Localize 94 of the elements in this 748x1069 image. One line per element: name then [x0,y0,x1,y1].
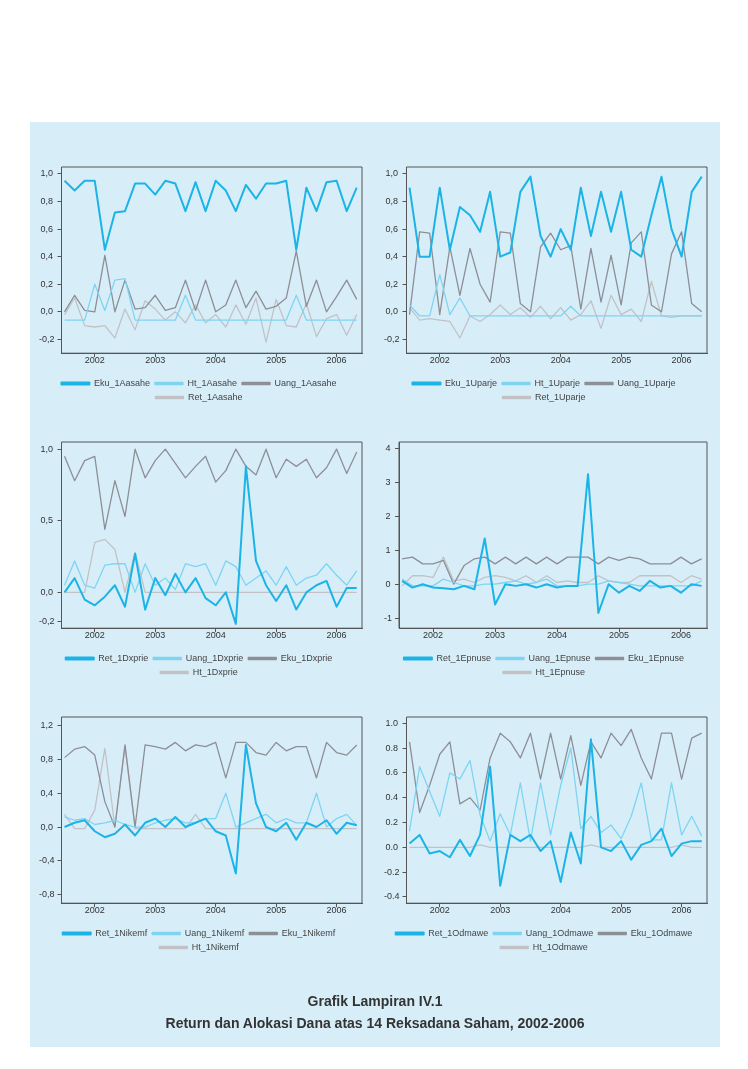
y-tick-label: 1.0 [385,717,399,728]
x-tick-label: 2005 [611,904,632,915]
x-tick-label: 2006 [326,354,347,365]
x-tick-label: 2003 [145,354,166,365]
legend-label: Eku_1Epnuse [628,652,685,663]
y-tick-label: 1 [385,544,391,555]
text: Grafik Lampiran IV.1 [306,992,444,1011]
y-tick-label: 1,2 [40,719,54,730]
y-tick-label: 0 [385,578,391,589]
y-tick-label: 0.8 [385,742,399,753]
legend-label: Uang_1Uparje [617,377,676,388]
legend-label: Ht_1Odmawe [532,941,588,952]
x-tick-label: 2006 [671,904,692,915]
x-tick-label: 2006 [326,904,347,915]
y-tick-label: 0.6 [385,767,399,778]
x-tick-label: 2006 [326,629,347,640]
x-tick-label: 2003 [145,629,166,640]
legend-label: Uang_1Nikemf [184,927,245,938]
x-tick-label: 2004 [205,354,226,365]
y-tick-label: 3 [385,477,391,488]
y-tick-label: 0,4 [385,251,399,262]
y-tick-label: 1,0 [385,168,399,179]
y-tick-label: -0,8 [39,889,55,900]
y-tick-label: -0,2 [39,333,55,344]
legend-label: Ht_1Epnuse [535,666,586,677]
y-tick-label: 0,6 [385,223,399,234]
y-tick-label: -0,2 [384,333,400,344]
y-tick-label: 0,4 [40,251,54,262]
x-tick-label: 2002 [429,904,450,915]
x-tick-label: 2002 [84,354,105,365]
legend-label: Ret_1Aasahe [187,391,243,402]
y-tick-label: 0,0 [40,586,54,597]
x-tick-label: 2003 [490,904,511,915]
y-tick-label: 0.2 [385,817,399,827]
legend-label: Eku_1Dxprie [280,652,333,663]
y-tick-label: -0.4 [384,891,400,902]
legend-label: Ret_1Dxprie [98,652,149,663]
legend-label: Eku_1Nikemf [281,927,336,938]
legend-label: Uang_1Dxprie [185,652,244,663]
x-tick-label: 2002 [423,629,444,640]
y-tick-label: 0,5 [40,515,54,526]
y-tick-label: -0,2 [39,615,55,626]
y-tick-label: 0,8 [40,195,54,206]
y-tick-label: 0,6 [40,223,54,234]
legend-label: Eku_1Uparje [444,377,497,388]
legend-label: Ht_1Nikemf [191,941,240,952]
legend-label: Ret_1Uparje [534,391,586,402]
x-tick-label: 2002 [429,354,450,365]
y-tick-label: 0.4 [385,792,399,803]
x-tick-label: 2004 [550,904,571,915]
x-tick-label: 2004 [550,354,571,365]
x-tick-label: 2005 [266,904,287,915]
legend-label: Uang_1Odmawe [525,927,594,938]
legend-label: Ret_1Epnuse [436,652,491,663]
x-tick-label: 2005 [266,354,287,365]
y-tick-label: 0,0 [40,306,54,317]
x-tick-label: 2005 [608,629,630,640]
y-tick-label: -0,4 [39,855,55,866]
legend-label: Eku_1Odmawe [630,927,693,938]
y-tick-label: 0,8 [385,195,399,206]
x-tick-label: 2004 [205,629,226,640]
x-tick-label: 2005 [266,629,287,640]
x-tick-label: 2003 [485,629,506,640]
y-tick-label: -0.2 [384,866,400,877]
legend-label: Ret_1Odmawe [428,927,489,938]
y-tick-label: 4 [385,443,391,454]
text: Return dan Alokasi Dana atas 14 Reksadana Saham, 2002-2006 [164,1014,586,1033]
legend-label: Ret_1Nikemf [95,927,148,938]
y-tick-label: 0,0 [385,306,399,317]
legend-label: Uang_1Epnuse [528,652,591,663]
y-tick-label: 0,2 [385,278,399,289]
x-tick-label: 2002 [84,629,105,640]
x-tick-label: 2002 [84,904,105,915]
legend-label: Ht_1Aasahe [187,377,238,388]
y-tick-label: 0,4 [40,787,54,798]
y-tick-label: 1,0 [40,443,54,454]
x-tick-label: 2004 [547,629,568,640]
y-tick-label: 2 [385,510,391,521]
legend-label: Ht_1Dxprie [192,666,238,677]
legend-label: Uang_1Aasahe [274,377,337,388]
x-tick-label: 2004 [205,904,226,915]
x-tick-label: 2006 [671,354,692,365]
y-tick-label: 0,0 [40,821,54,832]
legend-label: Eku_1Aasahe [93,377,150,388]
x-tick-label: 2006 [670,629,691,640]
x-tick-label: 2005 [611,354,632,365]
legend-label: Ht_1Uparje [534,377,581,388]
y-tick-label: 1,0 [40,168,54,179]
y-tick-label: 0.0 [385,841,399,852]
y-tick-label: 0,8 [40,753,54,764]
x-tick-label: 2003 [145,904,166,915]
y-tick-label: 0,2 [40,278,54,289]
x-tick-label: 2003 [490,354,511,365]
y-tick-label: -1 [383,612,393,623]
